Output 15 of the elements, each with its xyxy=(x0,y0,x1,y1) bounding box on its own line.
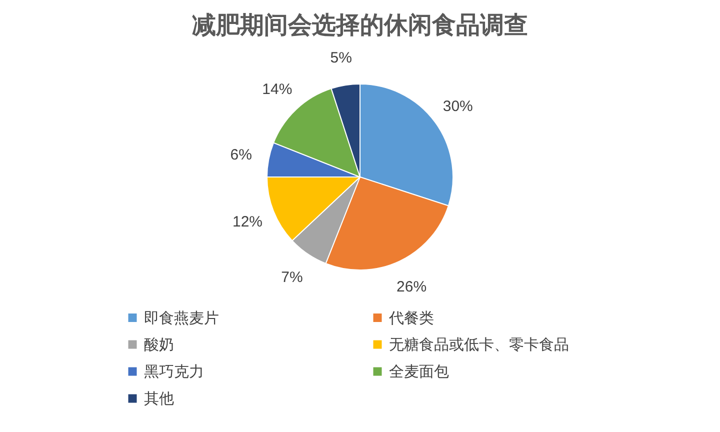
legend-label: 无糖食品或低卡、零卡食品 xyxy=(389,336,569,354)
legend-label: 全麦面包 xyxy=(389,364,449,380)
data-label: 12% xyxy=(232,214,263,231)
legend-label: 其他 xyxy=(144,390,174,408)
data-label: 30% xyxy=(442,98,473,115)
legend-label: 酸奶 xyxy=(144,336,174,354)
data-label: 7% xyxy=(281,269,303,286)
data-label: 14% xyxy=(262,80,292,98)
data-label: 5% xyxy=(330,49,352,66)
data-label: 6% xyxy=(230,146,252,164)
chart-title: 减肥期间会选择的休闲食品调查 xyxy=(192,12,528,39)
legend-label: 代餐类 xyxy=(388,310,434,327)
data-label: 26% xyxy=(396,278,427,296)
legend-label: 黑巧克力 xyxy=(144,364,204,380)
legend-label: 即食燕麦片 xyxy=(144,310,219,327)
